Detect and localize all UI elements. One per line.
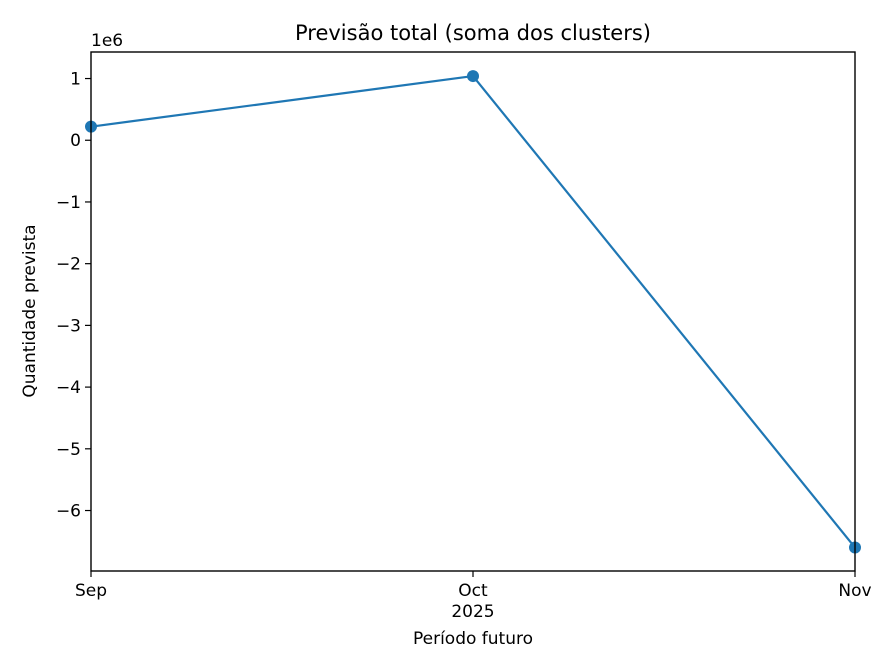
chart-title: Previsão total (soma dos clusters) (295, 21, 651, 45)
y-tick-label: 0 (70, 131, 81, 151)
y-tick-label: −1 (56, 193, 81, 213)
y-tick-label: −6 (56, 502, 81, 522)
y-tick-label: −5 (56, 440, 81, 460)
y-tick-label: −2 (56, 255, 81, 275)
x-tick-label: Oct (458, 581, 488, 601)
axes-frame (90, 51, 856, 572)
y-tick-label: −4 (56, 378, 81, 398)
y-axis-label: Quantidade prevista (20, 224, 40, 397)
x-tick-label: Nov (838, 581, 871, 601)
y-offset-label: 1e6 (91, 31, 123, 51)
x-axis-label: Período futuro (413, 629, 533, 649)
y-tick-label: 1 (70, 70, 81, 90)
x-tick-label: Sep (75, 581, 107, 601)
data-point (467, 70, 479, 83)
x-year-label: 2025 (451, 602, 494, 622)
y-axis-ticks: 1 0 −1 −2 −3 −4 −5 −6 (56, 70, 91, 522)
x-axis-ticks: Sep Oct Nov (75, 571, 872, 601)
y-tick-label: −3 (56, 316, 81, 336)
